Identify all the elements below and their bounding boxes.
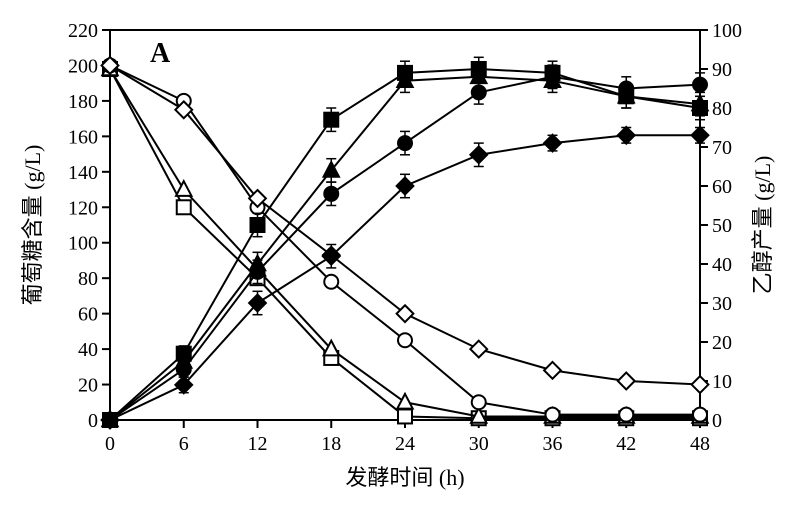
y-right-tick-label: 20 bbox=[712, 332, 732, 354]
x-tick-label: 42 bbox=[616, 433, 636, 455]
y-left-tick-label: 180 bbox=[68, 91, 98, 113]
y-left-tick-label: 80 bbox=[78, 268, 98, 290]
y-left-tick-label: 220 bbox=[68, 20, 98, 42]
y-left-tick-label: 0 bbox=[88, 410, 98, 432]
x-tick-label: 18 bbox=[321, 433, 341, 455]
panel-label: A bbox=[150, 38, 171, 69]
y-right-tick-label: 100 bbox=[712, 20, 742, 42]
chart-container: 0612182430364248发酵时间 (h)0204060801001201… bbox=[0, 0, 800, 514]
y-left-tick-label: 200 bbox=[68, 55, 98, 77]
x-tick-label: 0 bbox=[105, 433, 115, 455]
x-axis-label: 发酵时间 (h) bbox=[345, 465, 464, 490]
y-right-tick-label: 0 bbox=[712, 410, 722, 432]
y-left-tick-label: 140 bbox=[68, 162, 98, 184]
y-left-tick-label: 40 bbox=[78, 339, 98, 361]
y-right-tick-label: 90 bbox=[712, 59, 732, 81]
y-right-tick-label: 60 bbox=[712, 176, 732, 198]
y-left-axis-label: 葡萄糖含量 (g/L) bbox=[20, 145, 45, 306]
y-right-axis-label: 乙醇产量 (g/L) bbox=[750, 156, 775, 295]
y-right-tick-label: 80 bbox=[712, 98, 732, 120]
x-tick-label: 6 bbox=[179, 433, 189, 455]
y-left-tick-label: 160 bbox=[68, 126, 98, 148]
y-right-tick-label: 50 bbox=[712, 215, 732, 237]
y-left-tick-label: 120 bbox=[68, 197, 98, 219]
x-tick-label: 24 bbox=[395, 433, 415, 455]
y-right-tick-label: 10 bbox=[712, 371, 732, 393]
chart-svg: 0612182430364248发酵时间 (h)0204060801001201… bbox=[0, 0, 800, 514]
y-right-tick-label: 30 bbox=[712, 293, 732, 315]
x-tick-label: 12 bbox=[248, 433, 268, 455]
x-tick-label: 30 bbox=[469, 433, 489, 455]
y-right-tick-label: 70 bbox=[712, 137, 732, 159]
y-left-tick-label: 20 bbox=[78, 375, 98, 397]
x-tick-label: 48 bbox=[690, 433, 710, 455]
x-tick-label: 36 bbox=[543, 433, 563, 455]
y-left-tick-label: 100 bbox=[68, 233, 98, 255]
y-right-tick-label: 40 bbox=[712, 254, 732, 276]
series-glucose-open-circle bbox=[110, 65, 700, 414]
y-left-tick-label: 60 bbox=[78, 304, 98, 326]
